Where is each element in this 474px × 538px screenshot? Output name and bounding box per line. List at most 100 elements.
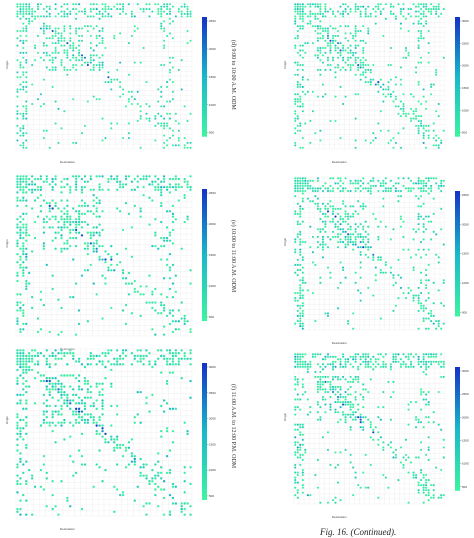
heatmap-cell [321, 246, 324, 249]
heatmap-cell [89, 242, 92, 245]
heatmap-cell [36, 330, 40, 334]
heatmap-cell [369, 81, 372, 84]
heatmap-cell [334, 388, 337, 391]
heatmap-cell [39, 352, 43, 355]
heatmap-cell [45, 416, 48, 419]
heatmap-cell [60, 44, 63, 47]
heatmap-cell [95, 3, 98, 6]
heatmap-cell [296, 3, 299, 6]
heatmap-cell [130, 34, 133, 37]
heatmap-cell [296, 456, 299, 459]
colorbar-tick-label: 3000 [209, 365, 216, 369]
heatmap-cell [309, 15, 312, 18]
heatmap-cell [80, 34, 84, 37]
heatmap-cell [342, 59, 345, 62]
heatmap-cell [119, 12, 122, 15]
heatmap-cell [349, 68, 352, 71]
heatmap-cell [319, 385, 322, 389]
heatmap-cell [163, 134, 166, 137]
heatmap-cell [136, 185, 139, 189]
heatmap-cell [349, 363, 352, 366]
heatmap-cell [183, 137, 186, 140]
heatmap-cell [334, 451, 337, 454]
heatmap-cell [186, 215, 189, 218]
heatmap-cell [301, 85, 304, 88]
heatmap-cell [121, 352, 125, 355]
heatmap-cell [83, 180, 87, 183]
heatmap-cell [171, 90, 174, 93]
heatmap-cell [98, 449, 101, 452]
heatmap-cell [104, 258, 107, 261]
heatmap-cell [36, 5, 40, 8]
heatmap-cell [415, 66, 418, 69]
heatmap-cell [364, 64, 367, 67]
heatmap-cell [412, 474, 415, 477]
heatmap-cell [382, 34, 385, 37]
heatmap-cell [54, 27, 57, 30]
heatmap-cell [110, 368, 113, 372]
heatmap-cell [165, 363, 169, 366]
heatmap-cell [427, 297, 430, 300]
heatmap-cell [392, 146, 395, 149]
heatmap-cell [299, 307, 302, 310]
heatmap-cell [359, 421, 362, 424]
heatmap-cell [171, 204, 175, 207]
heatmap-cell [347, 59, 350, 62]
heatmap-cell [177, 185, 180, 189]
heatmap-cell [116, 404, 119, 408]
heatmap-cell [25, 407, 28, 411]
heatmap-cell [435, 110, 438, 113]
heatmap-cell [329, 355, 332, 358]
heatmap-cell [299, 365, 302, 368]
heatmap-cell [344, 418, 347, 421]
heatmap-cell [387, 141, 390, 144]
heatmap-cell [51, 507, 54, 511]
heatmap-cell [389, 441, 392, 444]
heatmap-cell [344, 413, 347, 416]
heatmap-cell [397, 200, 400, 203]
heatmap-cell [157, 357, 160, 360]
heatmap-cell [130, 363, 134, 366]
heatmap-cell [22, 218, 25, 221]
heatmap-cell [304, 281, 307, 284]
heatmap-cell [319, 370, 322, 373]
heatmap-cell [349, 238, 352, 241]
heatmap-cell [139, 285, 142, 288]
heatmap-cell [294, 100, 297, 103]
heatmap-cell [422, 202, 425, 205]
heatmap-cell [92, 15, 95, 18]
heatmap-cell [83, 396, 87, 399]
heatmap-cell [75, 47, 78, 50]
heatmap-cell [399, 10, 402, 13]
heatmap-cell [379, 220, 382, 223]
heatmap-cell [22, 242, 25, 245]
heatmap-cell [148, 274, 151, 277]
heatmap-cell [299, 325, 302, 328]
heatmap-cell [296, 177, 299, 180]
heatmap-cell [299, 294, 302, 297]
heatmap-cell [372, 78, 375, 81]
heatmap-cell [25, 402, 28, 405]
heatmap-cell [72, 413, 75, 416]
heatmap-cell [72, 388, 75, 391]
heatmap-cell [367, 68, 370, 71]
heatmap-cell [342, 3, 345, 6]
heatmap-cell [127, 98, 130, 101]
heatmap-cell [130, 12, 133, 15]
heatmap-cell [92, 234, 95, 237]
heatmap-cell [432, 281, 435, 284]
heatmap-cell [95, 64, 98, 67]
heatmap-cell [336, 395, 340, 399]
heatmap-cell [16, 352, 19, 355]
heatmap-cell [154, 301, 157, 304]
heatmap-cell [107, 81, 110, 84]
heatmap-cell [66, 374, 69, 377]
heatmap-cell [349, 408, 352, 411]
heatmap-cell [354, 230, 357, 233]
heatmap-cell [74, 360, 78, 363]
heatmap-cell [394, 189, 397, 193]
heatmap-cell [75, 59, 78, 62]
heatmap-cell [299, 238, 302, 241]
heatmap-cell [116, 360, 119, 363]
colorbar-tick-label: 500 [462, 131, 467, 135]
